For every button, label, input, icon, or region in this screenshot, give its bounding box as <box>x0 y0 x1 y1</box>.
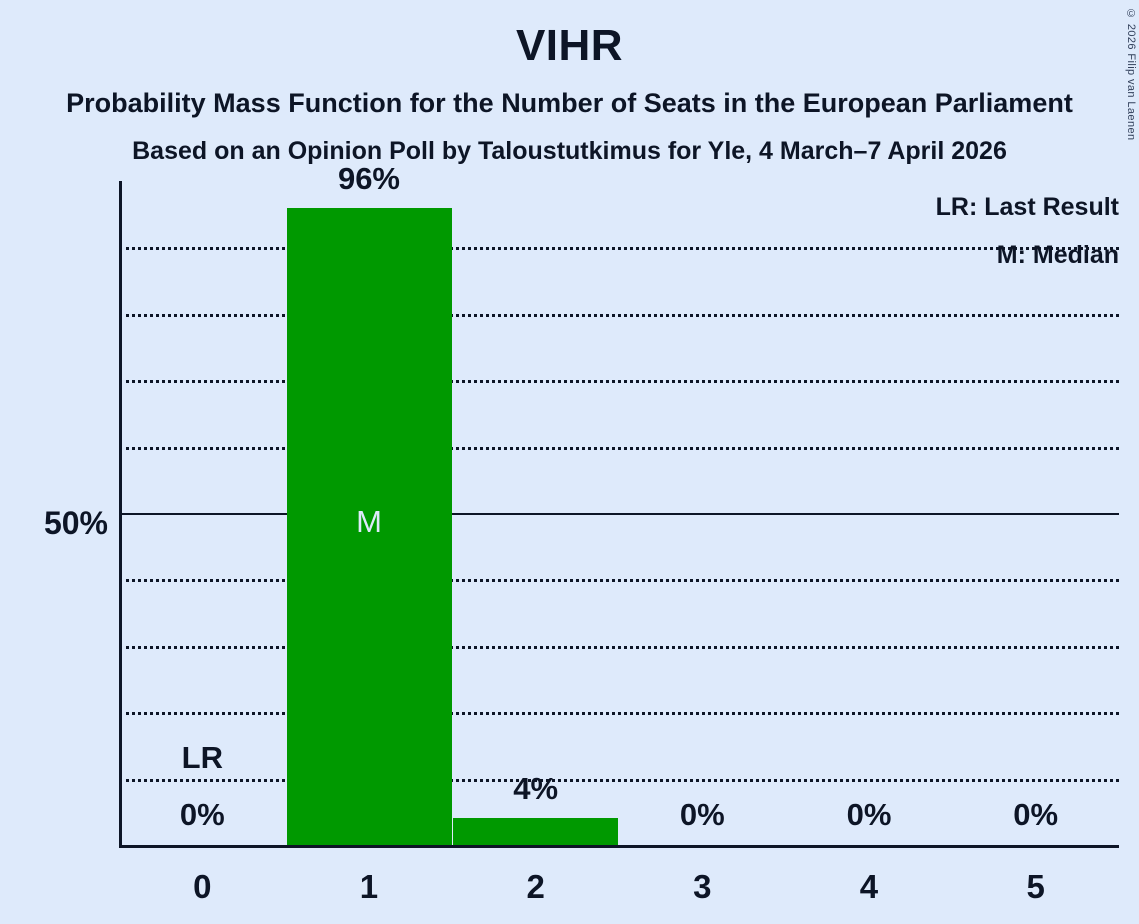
gridline <box>119 645 1119 649</box>
gridline <box>119 380 1119 384</box>
x-axis-tick-label: 2 <box>526 868 545 905</box>
bar-value-label: 96% <box>337 160 400 196</box>
bar-value-label: 4% <box>513 771 559 807</box>
x-axis-tick-label: 4 <box>859 868 879 905</box>
copyright-notice: © 2026 Filip van Laenen <box>1125 8 1137 141</box>
plot-area <box>119 181 1119 848</box>
bar-value-label: 0% <box>1013 797 1059 832</box>
gridline-major <box>119 513 1119 515</box>
gridline <box>119 313 1119 317</box>
gridline <box>119 247 1119 251</box>
bar-value-label: 0% <box>679 797 725 832</box>
bar-value-label: 0% <box>179 797 225 832</box>
x-axis-line <box>119 845 1119 848</box>
bar <box>286 207 452 845</box>
legend-entry-median: M: Median <box>996 241 1119 269</box>
x-axis-tick-label: 0 <box>193 868 212 905</box>
page-title: VIHR <box>515 21 624 70</box>
bar-value-label: 0% <box>846 797 892 832</box>
x-axis-tick-label: 3 <box>693 868 712 905</box>
last-result-marker: LR <box>181 740 223 775</box>
median-marker: M <box>356 504 382 540</box>
chart-subtitle-secondary: Based on an Opinion Poll by Taloustutkim… <box>132 137 1007 165</box>
gridline <box>119 579 1119 583</box>
y-axis-tick-label-50: 50% <box>43 505 108 541</box>
gridline <box>119 712 1119 716</box>
bar <box>453 818 619 845</box>
legend: LR: Last Result M: Median <box>936 183 1119 279</box>
x-axis-tick-label: 1 <box>359 868 379 905</box>
chart-subtitle-primary: Probability Mass Function for the Number… <box>66 88 1073 118</box>
legend-entry-last-result: LR: Last Result <box>935 193 1119 221</box>
gridline <box>119 778 1119 782</box>
gridline <box>119 446 1119 450</box>
x-axis-tick-label: 5 <box>1026 868 1045 905</box>
